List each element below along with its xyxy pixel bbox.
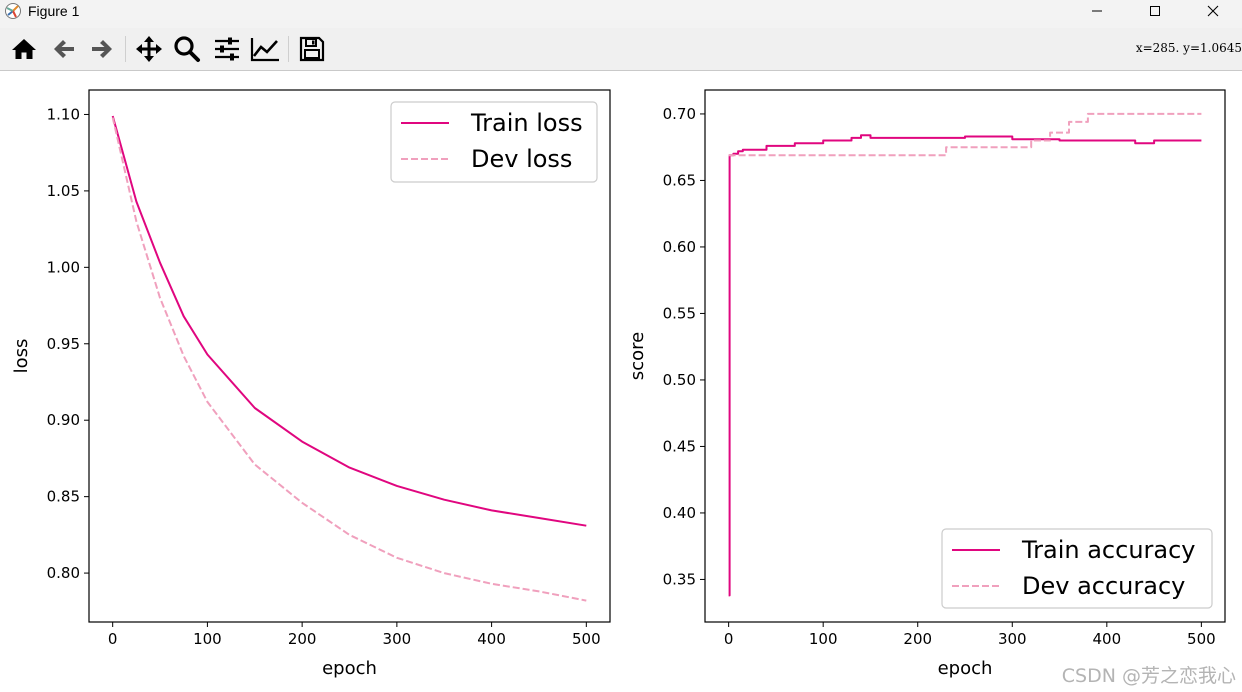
subplot-score: 0 100 200 300 400 500 0.70 0.65 0.60 0.55 0.50 0.45… (627, 89, 1226, 679)
x-tick-label: 0 (108, 630, 118, 648)
y-tick-label: 0.60 (663, 238, 696, 256)
x-tick-label: 200 (288, 630, 317, 648)
forward-arrow-icon (92, 40, 112, 58)
window-title: Figure 1 (28, 3, 80, 19)
series-line-dev-loss (111, 117, 587, 602)
y-tick-label: 0.95 (47, 335, 80, 353)
axes-frame (88, 89, 611, 623)
minimize-icon (1092, 10, 1102, 12)
window-title-bar: Figure 1 (0, 0, 1242, 28)
y-tick-label: 0.50 (663, 371, 696, 389)
minimize-button[interactable] (1068, 0, 1126, 22)
navigation-toolbar: x=285. y=1.0645 (0, 28, 1242, 71)
home-icon (12, 39, 36, 59)
maximize-button[interactable] (1126, 0, 1184, 22)
y-tick-label: 1.10 (47, 105, 80, 123)
y-tick-label: 0.35 (663, 570, 696, 588)
y-tick-label: 0.90 (47, 411, 80, 429)
home-button[interactable] (8, 34, 40, 64)
edit-axis-icon (250, 38, 279, 62)
legend-label: Dev loss (471, 145, 572, 173)
series-line-train-loss (111, 115, 587, 527)
save-button[interactable] (296, 34, 328, 64)
axes-frame (704, 89, 1226, 623)
legend-label: Dev accuracy (1022, 572, 1185, 600)
legend-label: Train loss (470, 109, 583, 137)
zoom-button[interactable] (171, 34, 203, 64)
back-button[interactable] (48, 34, 80, 64)
configure-subplots-button[interactable] (211, 34, 243, 64)
legend: Train accuracy Dev accuracy (941, 528, 1213, 609)
x-tick-label: 400 (1092, 630, 1121, 648)
x-axis-label: epoch (322, 658, 377, 679)
pan-move-icon (136, 36, 162, 62)
cursor-coordinates: x=285. y=1.0645 (1135, 41, 1242, 55)
series-line-train-accuracy (728, 134, 1202, 597)
edit-axis-button[interactable] (249, 34, 281, 64)
watermark-text: CSDN @芳之恋我心 (1061, 665, 1236, 687)
configure-subplots-icon (215, 37, 239, 61)
x-tick-label: 200 (903, 630, 932, 648)
y-tick-label: 1.05 (47, 182, 80, 200)
y-tick-label: 0.80 (47, 564, 80, 582)
legend-frame (941, 528, 1213, 609)
x-tick-label: 100 (809, 630, 838, 648)
zoom-magnifier-icon (174, 36, 200, 62)
back-arrow-icon (54, 40, 74, 58)
legend: Train loss Dev loss (390, 101, 598, 183)
x-tick-label: 500 (1187, 630, 1216, 648)
x-tick-label: 300 (998, 630, 1027, 648)
save-floppy-icon (299, 36, 325, 62)
subplot-loss: 0 100 200 300 400 500 1.10 1.05 1.00 0.95 0.90 0.85… (11, 89, 611, 679)
close-icon (1207, 5, 1219, 17)
toolbar-separator (125, 36, 126, 62)
matplotlib-app-icon (5, 3, 21, 19)
pan-button[interactable] (133, 34, 165, 64)
y-tick-label: 0.65 (663, 171, 696, 189)
figure-canvas[interactable]: 0 100 200 300 400 500 1.10 1.05 1.00 0.95 0.90 0.85… (0, 71, 1242, 692)
y-axis-label: score (627, 332, 648, 380)
toolbar-separator (288, 36, 289, 62)
y-tick-label: 1.00 (47, 258, 80, 276)
x-tick-label: 500 (572, 630, 601, 648)
maximize-icon (1150, 6, 1160, 16)
x-tick-label: 300 (383, 630, 412, 648)
y-tick-label: 0.85 (47, 488, 80, 506)
x-tick-label: 100 (193, 630, 222, 648)
y-tick-label: 0.45 (663, 437, 696, 455)
y-tick-label: 0.55 (663, 304, 696, 322)
legend-label: Train accuracy (1021, 536, 1196, 564)
x-tick-label: 400 (477, 630, 506, 648)
forward-button[interactable] (86, 34, 118, 64)
series-line-dev-accuracy (728, 112, 1202, 157)
x-axis-label: epoch (938, 658, 993, 679)
x-tick-label: 0 (724, 630, 734, 648)
y-tick-label: 0.70 (663, 105, 696, 123)
close-button[interactable] (1184, 0, 1242, 22)
y-tick-label: 0.40 (663, 504, 696, 522)
y-axis-label: loss (11, 339, 32, 374)
